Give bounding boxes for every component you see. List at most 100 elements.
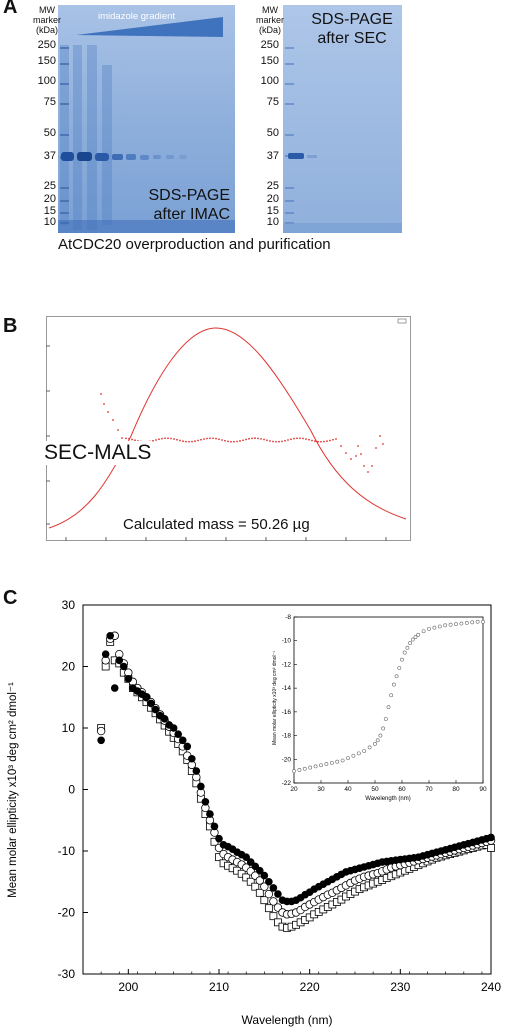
gel-imac-mw-header: MW marker (kDa) <box>30 5 64 35</box>
mw-label: 150 <box>260 55 279 67</box>
inset-y-tick-label: -22 <box>282 780 292 787</box>
inset-data-point <box>292 769 296 774</box>
data-point-open-square <box>487 844 495 852</box>
inset-data-point <box>381 726 386 731</box>
mw-label: 50 <box>266 127 279 139</box>
mass-trace-dot <box>103 403 105 405</box>
inset-data-point <box>356 751 361 756</box>
sec-mals-label: SEC-MALS <box>44 441 152 465</box>
x-tick-label: 220 <box>300 980 320 994</box>
mass-trace-dot <box>125 437 127 440</box>
mass-trace-dot <box>131 438 133 441</box>
data-point-filled-circle <box>197 782 205 791</box>
mass-trace-dot <box>293 437 295 440</box>
data-point-open-circle <box>260 882 269 891</box>
mass-trace-dot <box>275 440 277 443</box>
mass-trace-dot <box>121 437 123 439</box>
data-point-filled-circle <box>151 705 160 714</box>
mass-trace-dot <box>311 439 313 442</box>
inset-data-point <box>405 645 410 650</box>
data-point-open-square <box>264 904 273 913</box>
mass-trace-dot <box>323 440 325 443</box>
inset-data-point <box>400 657 404 662</box>
mw-label: 20 <box>266 193 279 205</box>
mass-trace-dot <box>350 458 352 460</box>
data-point-filled-circle <box>124 675 133 683</box>
mass-trace-dot <box>117 429 119 431</box>
data-point-filled-circle <box>206 810 214 818</box>
data-point-filled-circle <box>147 699 155 708</box>
mass-trace-dot <box>245 438 247 441</box>
mass-trace-dot <box>100 393 102 395</box>
y-tick-label: 10 <box>62 721 76 735</box>
inset-data-point <box>448 622 453 627</box>
mw-label: 50 <box>43 127 56 139</box>
data-point-filled-circle <box>101 650 110 658</box>
inset-data-point <box>397 666 402 670</box>
gel-sec-title: SDS-PAGE after SEC <box>302 10 402 48</box>
mass-trace-dot <box>194 440 196 443</box>
inset-data-point <box>362 749 367 753</box>
mass-trace-dot <box>227 440 229 443</box>
inset-data-point <box>416 632 421 637</box>
x-tick-label: 200 <box>118 980 138 994</box>
inset-x-tick-label: 60 <box>398 786 406 793</box>
inset-data-point <box>329 760 334 765</box>
inset-x-tick-label: 80 <box>452 786 460 793</box>
mass-trace-dot <box>320 440 322 443</box>
mass-trace-dot <box>332 438 334 441</box>
inset-data-point <box>459 621 464 626</box>
mw-header-line: marker <box>32 15 61 25</box>
inset-data-point <box>481 619 485 624</box>
inset-data-point <box>319 763 323 768</box>
gradient-label: imidazole gradient <box>98 11 176 22</box>
inset-x-axis-label: Wavelength (nm) <box>365 796 410 802</box>
data-point-open-square <box>269 912 278 921</box>
mass-trace-dot <box>176 438 178 441</box>
mass-trace-dot <box>278 440 280 443</box>
data-point-filled-circle <box>188 754 196 763</box>
mass-trace-dot <box>188 440 190 443</box>
imidazole-gradient-wedge <box>76 17 223 37</box>
mass-trace-dot <box>357 445 359 447</box>
data-point-filled-circle <box>169 724 178 732</box>
main-y-axis-label: Mean molar ellipticity x10³ deg cm² dmol… <box>7 682 19 898</box>
inset-y-tick-label: -14 <box>282 685 292 692</box>
mass-trace-dot <box>314 440 316 443</box>
inset-x-tick-label: 50 <box>371 786 379 793</box>
data-point-open-circle <box>255 876 264 885</box>
inset-x-tick-label: 30 <box>317 786 325 793</box>
data-point-open-square <box>260 896 269 905</box>
sec-target-band <box>288 153 304 159</box>
mw-label: 37 <box>43 150 56 162</box>
data-point-filled-circle <box>160 714 169 723</box>
mass-trace-dot <box>233 440 235 443</box>
mass-trace-dot <box>317 440 319 443</box>
inset-data-point <box>470 620 475 625</box>
gel-sec-mw-header: MW marker (kDa) <box>253 5 287 35</box>
mass-trace-dot <box>326 440 328 443</box>
panel-a-letter: A <box>3 0 18 18</box>
inset-data-point <box>386 705 391 710</box>
mass-trace-dot <box>299 437 301 440</box>
mass-trace-dot <box>284 439 286 442</box>
target-bands <box>61 152 187 161</box>
mass-trace-dot <box>152 439 154 442</box>
mass-trace-dot <box>218 438 220 441</box>
x-tick-label: 210 <box>209 980 229 994</box>
inset-y-axis-label: Mean molar ellipticity x10³ deg cm² dmol… <box>272 651 278 745</box>
inset-y-tick-label: -12 <box>282 661 292 668</box>
mass-trace-dot <box>266 439 268 442</box>
mw-label: 150 <box>37 55 56 67</box>
mass-trace-dot <box>112 419 114 421</box>
data-point-filled-circle <box>274 890 282 898</box>
inset-data-point <box>375 738 380 743</box>
mass-trace-dot <box>335 438 337 440</box>
x-tick-label: 230 <box>390 980 410 994</box>
mw-header-line: (kDa) <box>259 25 281 35</box>
gel-imac-title-line1: SDS-PAGE <box>148 187 231 204</box>
mass-trace-dot <box>242 439 244 442</box>
inset-data-point <box>443 623 448 628</box>
mass-trace-dot <box>107 411 109 413</box>
inset-y-tick-label: -18 <box>282 733 292 740</box>
